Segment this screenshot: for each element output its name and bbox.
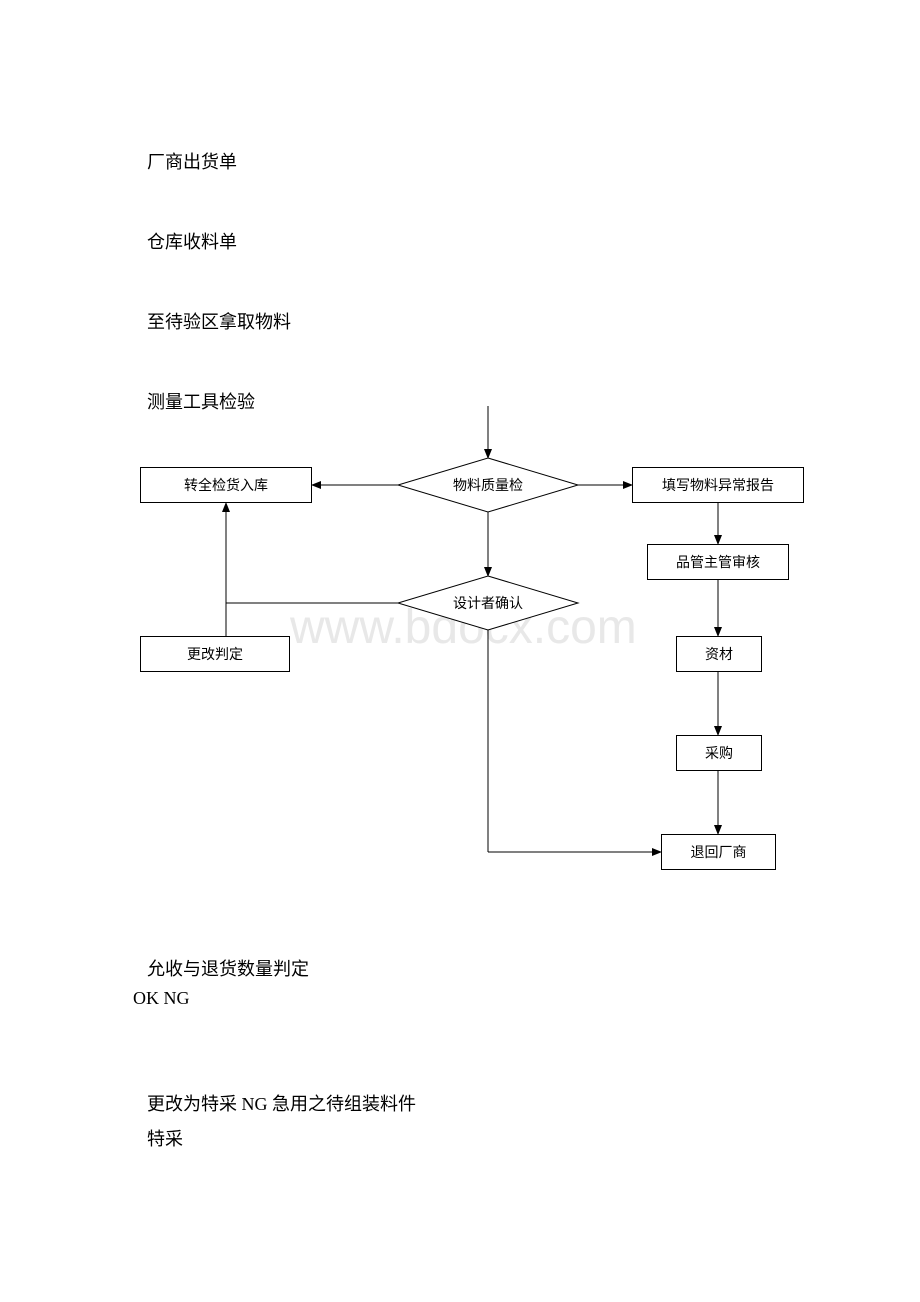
text-line-4: 允收与退货数量判定 xyxy=(147,955,309,981)
text-line-3: 测量工具检验 xyxy=(147,388,255,414)
flowchart-box-box_r2: 品管主管审核 xyxy=(647,544,789,580)
flowchart-box-box_r5: 退回厂商 xyxy=(661,834,776,870)
text-line-1: 仓库收料单 xyxy=(147,228,237,254)
text-line-5: OK NG xyxy=(133,988,190,1009)
text-line-0: 厂商出货单 xyxy=(147,148,237,174)
text-line-7: 特采 xyxy=(147,1125,183,1151)
flowchart-box-box_left_bottom: 更改判定 xyxy=(140,636,290,672)
text-line-6: 更改为特采 NG 急用之待组装料件 xyxy=(147,1090,416,1116)
text-line-2: 至待验区拿取物料 xyxy=(147,308,291,334)
flowchart-box-box_r1: 填写物料异常报告 xyxy=(632,467,804,503)
flowchart-box-box_left_top: 转全检货入库 xyxy=(140,467,312,503)
flowchart-box-box_r3: 资材 xyxy=(676,636,762,672)
flowchart-diamond-label-d2: 设计者确认 xyxy=(398,593,578,613)
flowchart-box-box_r4: 采购 xyxy=(676,735,762,771)
flowchart-diamond-label-d1: 物料质量检 xyxy=(398,475,578,495)
